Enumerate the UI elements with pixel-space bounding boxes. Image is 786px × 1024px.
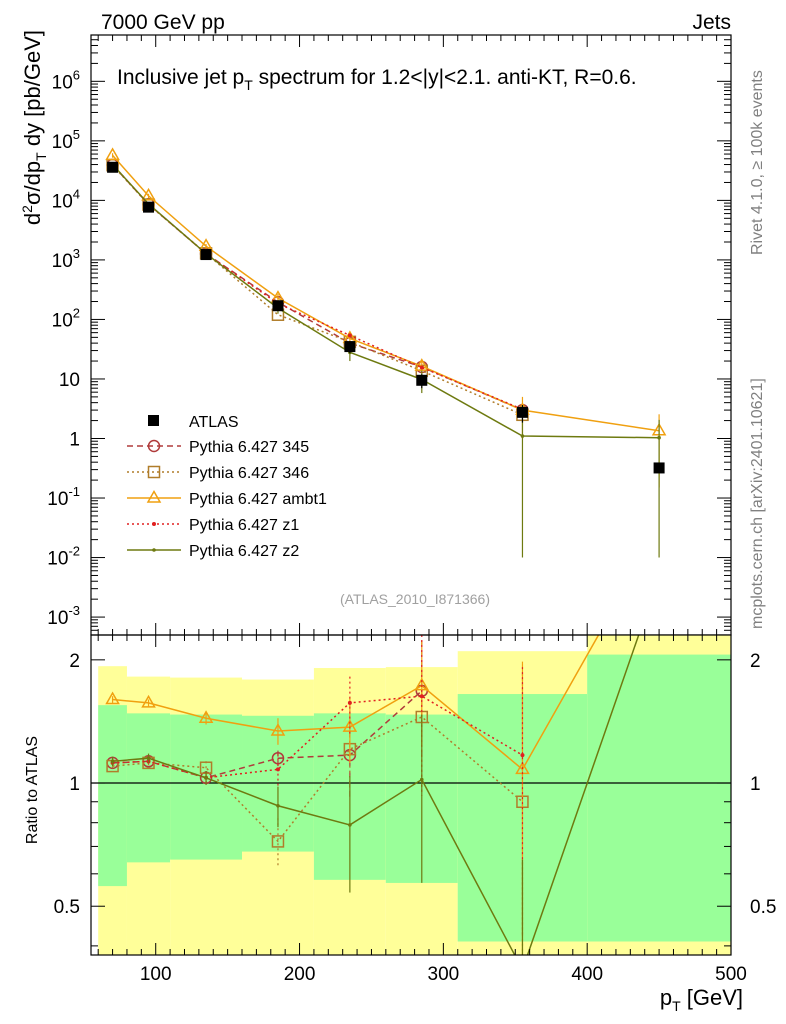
main-y-tick-label: 104 [52,186,80,212]
atlas-point [107,161,119,173]
main-line-pythia-6-427-z2 [112,164,660,439]
legend-z1-label: Pythia 6.427 z1 [189,517,299,534]
legend-346-marker [147,465,161,479]
main-point-pythia-6-427-ambt1 [414,358,430,371]
ratio-point-pythia-6-427-ambt1 [198,710,214,723]
ratio-point-pythia-6-427-z2 [276,803,280,808]
atlas-point [653,462,665,474]
ratio-line-pythia-6-427-345 [112,690,423,779]
ratio-y-tick-label-right: 0.5 [750,897,776,918]
atlas-point [416,374,428,386]
atlas-point [272,300,284,312]
x-tick-label: 400 [571,964,603,985]
ratio-y-tick-label-right: 1 [750,774,761,795]
ratio-line-pythia-6-427-z2 [112,635,640,955]
ratio-green-band [126,713,171,863]
main-point-pythia-6-427-ambt1 [141,187,156,201]
ratio-point-pythia-6-427-ambt1 [105,691,120,705]
main-point-pythia-6-427-z2 [657,435,661,440]
ratio-inner [91,635,731,955]
main-series-atlas [107,161,665,474]
atlas-point [143,201,155,213]
y-axis-title-main: d2σ/dpT dy [pb/GeV] [19,30,49,225]
ratio-point-pythia-6-427-ambt1 [270,723,286,736]
atlas-point [200,249,212,261]
legend-ambt1-marker [146,489,162,503]
ratio-line-pythia-6-427-ambt1 [112,635,600,771]
ratio-plot-panel: 100 200 300 400 500 2 2 1 1 0.5 0.5 [54,634,776,985]
main-point-pythia-6-427-ambt1 [105,147,120,161]
main-y-tick-label: 10-2 [47,544,80,570]
main-y-tick-label: 103 [52,246,80,272]
ratio-y-tick-label: 1 [69,774,80,795]
x-tick-label: 300 [428,964,460,985]
ratio-point-pythia-6-427-z1 [347,700,352,705]
ratio-point-pythia-6-427-z1 [520,753,525,758]
legend-atlas-marker [148,415,159,426]
side-version: Rivet 4.1.0, ≥ 100k events [749,70,766,255]
y-axis-title-ratio: Ratio to ATLAS [24,736,41,844]
x-tick-label: 500 [715,964,747,985]
analysis-id-watermark: (ATLAS_2010_I871366) [340,591,490,607]
ratio-frame [90,634,732,956]
ratio-green-band [98,705,127,887]
legend-z1-marker [152,522,156,526]
ratio-point-pythia-6-427-z2 [110,759,115,764]
ratio-point-pythia-6-427-ambt1 [414,677,430,691]
atlas-point [516,406,528,418]
main-y-tick-label: 10 [59,370,80,391]
header-left: 7000 GeV pp [101,11,225,34]
ratio-point-pythia-6-427-z2 [419,777,424,782]
legend-z2-label: Pythia 6.427 z2 [189,543,299,560]
legend-atlas-label: ATLAS [189,414,239,431]
ratio-y-tick-label: 2 [69,651,80,672]
title-subscript: T [244,77,253,93]
atlas-point [344,341,356,353]
ratio-point-pythia-6-427-z1 [419,694,424,699]
plot-title: Inclusive jet pT spectrum for 1.2<|y|<2.… [117,66,637,93]
main-point-pythia-6-427-z1 [347,333,352,338]
legend-z2-marker [152,548,156,552]
main-point-pythia-6-427-z2 [520,434,525,438]
ratio-point-pythia-6-427-ambt1 [141,694,156,708]
legend-ambt1-label: Pythia 6.427 ambt1 [189,491,327,508]
ratio-y-tick-label-right: 2 [750,651,761,672]
main-y-tick-label: 10-3 [47,603,80,629]
main-y-tick-label: 105 [52,127,80,153]
legend: ATLAS Pythia 6.427 345 Pythia 6.427 346 … [127,414,327,560]
x-axis-title: pT [GeV] [660,985,743,1014]
ratio-point-pythia-6-427-346 [271,835,285,848]
ratio-point-pythia-6-427-z2 [348,823,352,827]
title-suffix: spectrum for 1.2<|y|<2.1. anti-KT, R=0.6… [253,66,637,89]
ratio-point-pythia-6-427-ambt1 [342,719,358,732]
ratio-point-pythia-6-427-z2 [146,756,151,760]
x-tick-label: 100 [140,964,172,985]
ratio-green-band [587,654,731,942]
ratio-y-tick-label: 0.5 [54,897,80,918]
main-y-tick-label: 10-1 [47,484,80,510]
side-source: mcplots.cern.ch [arXiv:2401.10621] [749,378,766,629]
legend-346-label: Pythia 6.427 346 [189,465,309,482]
header-right: Jets [692,11,731,34]
ratio-series-pythia-6-427-z2 [110,635,640,955]
legend-345-marker [147,439,161,453]
main-point-pythia-6-427-z1 [419,365,424,370]
title-prefix: Inclusive jet p [117,66,244,89]
x-tick-label: 200 [284,964,316,985]
main-y-tick-label: 102 [52,305,80,331]
ratio-point-pythia-6-427-z1 [275,767,280,772]
ratio-point-pythia-6-427-z2 [204,775,208,780]
main-y-tick-label: 106 [52,67,80,93]
main-y-tick-label: 1 [69,429,80,450]
legend-345-label: Pythia 6.427 345 [189,439,309,456]
